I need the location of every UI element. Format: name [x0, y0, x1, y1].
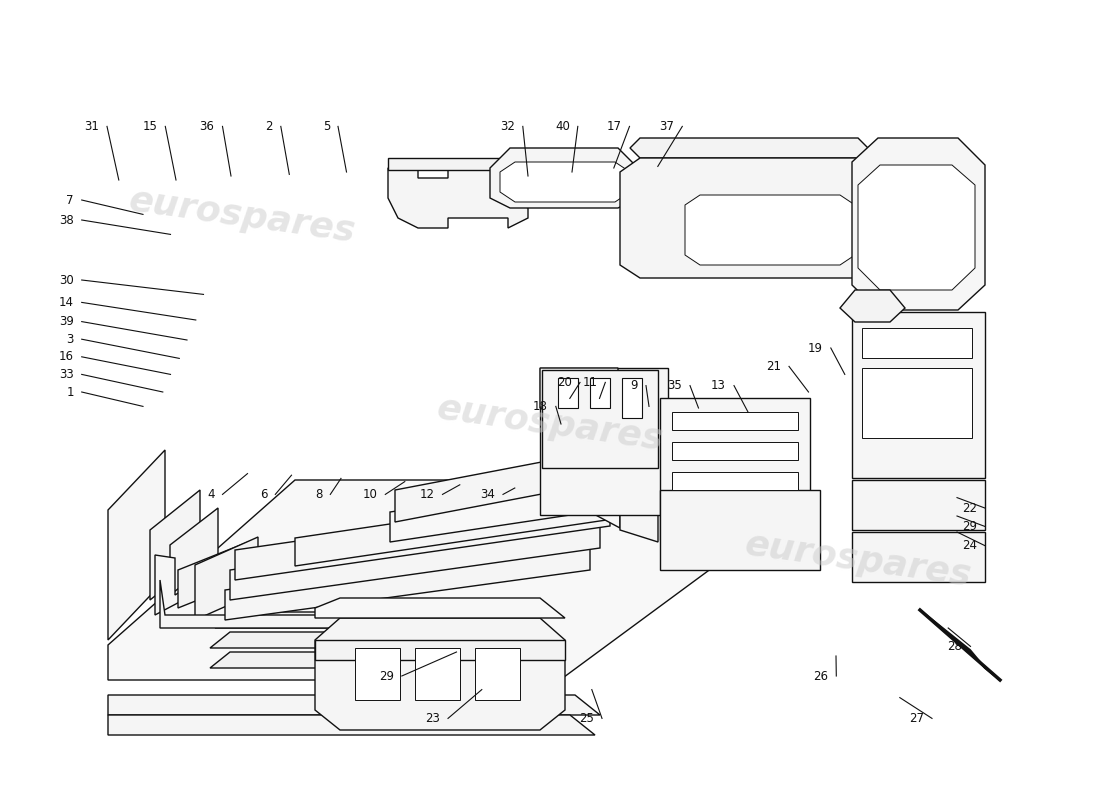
Polygon shape: [178, 542, 248, 608]
Text: 29: 29: [961, 520, 977, 533]
Text: 26: 26: [813, 670, 828, 682]
Text: 36: 36: [199, 120, 214, 133]
Text: 11: 11: [582, 376, 597, 389]
Text: 19: 19: [807, 342, 823, 354]
Polygon shape: [160, 580, 380, 628]
Polygon shape: [542, 370, 658, 468]
Polygon shape: [315, 618, 565, 730]
Text: 15: 15: [142, 120, 157, 133]
Polygon shape: [672, 472, 798, 490]
Text: 16: 16: [58, 350, 74, 363]
Polygon shape: [388, 168, 528, 228]
Text: 32: 32: [499, 120, 515, 133]
Text: 38: 38: [59, 214, 74, 226]
Polygon shape: [672, 442, 798, 460]
Polygon shape: [388, 158, 508, 170]
Text: 21: 21: [766, 360, 781, 373]
Polygon shape: [858, 165, 975, 290]
Polygon shape: [660, 398, 810, 540]
Text: 14: 14: [58, 296, 74, 309]
Text: 9: 9: [630, 379, 638, 392]
Text: eurospares: eurospares: [126, 183, 358, 249]
Polygon shape: [235, 496, 611, 580]
Polygon shape: [195, 537, 258, 620]
Polygon shape: [862, 328, 972, 358]
Polygon shape: [390, 482, 620, 542]
Text: 22: 22: [961, 502, 977, 514]
Polygon shape: [840, 290, 905, 322]
Polygon shape: [108, 715, 595, 735]
Text: 39: 39: [58, 315, 74, 328]
Text: 29: 29: [378, 670, 394, 682]
Text: 40: 40: [554, 120, 570, 133]
Text: 33: 33: [59, 368, 74, 381]
Polygon shape: [475, 648, 520, 700]
Text: 27: 27: [909, 712, 924, 725]
Text: 1: 1: [66, 386, 74, 398]
Polygon shape: [150, 490, 200, 600]
Text: 31: 31: [84, 120, 99, 133]
Text: 18: 18: [532, 400, 548, 413]
Polygon shape: [230, 518, 600, 600]
Polygon shape: [170, 508, 218, 595]
Polygon shape: [685, 195, 855, 265]
Polygon shape: [920, 610, 1000, 680]
Polygon shape: [214, 612, 540, 628]
Text: 6: 6: [260, 488, 267, 501]
Text: 30: 30: [59, 274, 74, 286]
Text: 13: 13: [711, 379, 726, 392]
Polygon shape: [210, 632, 550, 648]
Text: 35: 35: [668, 379, 682, 392]
Text: 8: 8: [315, 488, 322, 501]
Polygon shape: [490, 148, 638, 208]
Text: 3: 3: [66, 333, 74, 346]
Text: 2: 2: [265, 120, 273, 133]
Polygon shape: [355, 648, 400, 700]
Polygon shape: [210, 652, 560, 668]
Polygon shape: [852, 480, 984, 530]
Text: 28: 28: [947, 640, 962, 653]
Polygon shape: [590, 378, 610, 408]
Text: 34: 34: [480, 488, 495, 501]
Polygon shape: [862, 368, 972, 438]
Polygon shape: [672, 412, 798, 430]
Polygon shape: [155, 555, 285, 615]
Polygon shape: [660, 490, 820, 570]
Text: 20: 20: [557, 376, 572, 389]
Polygon shape: [415, 648, 460, 700]
Polygon shape: [620, 158, 878, 278]
Text: 10: 10: [362, 488, 377, 501]
Polygon shape: [852, 138, 984, 310]
Polygon shape: [108, 695, 600, 715]
Polygon shape: [108, 450, 165, 640]
Polygon shape: [315, 598, 565, 618]
Polygon shape: [500, 162, 630, 202]
Text: 12: 12: [419, 488, 435, 501]
Polygon shape: [540, 368, 618, 428]
Text: eurospares: eurospares: [742, 527, 974, 593]
Polygon shape: [852, 532, 984, 582]
Polygon shape: [621, 378, 642, 418]
Text: 23: 23: [425, 712, 440, 725]
Text: 25: 25: [579, 712, 594, 725]
Text: eurospares: eurospares: [434, 391, 666, 457]
Polygon shape: [558, 378, 578, 408]
Polygon shape: [395, 448, 658, 542]
Polygon shape: [226, 540, 590, 620]
Polygon shape: [315, 640, 565, 660]
Polygon shape: [630, 138, 868, 158]
Text: 17: 17: [606, 120, 621, 133]
Text: 37: 37: [659, 120, 674, 133]
Text: 4: 4: [207, 488, 215, 501]
Text: 24: 24: [961, 539, 977, 552]
Text: 5: 5: [322, 120, 330, 133]
Polygon shape: [852, 312, 984, 478]
Polygon shape: [108, 480, 750, 680]
Polygon shape: [540, 368, 668, 515]
Polygon shape: [295, 490, 620, 566]
Text: 7: 7: [66, 194, 74, 206]
